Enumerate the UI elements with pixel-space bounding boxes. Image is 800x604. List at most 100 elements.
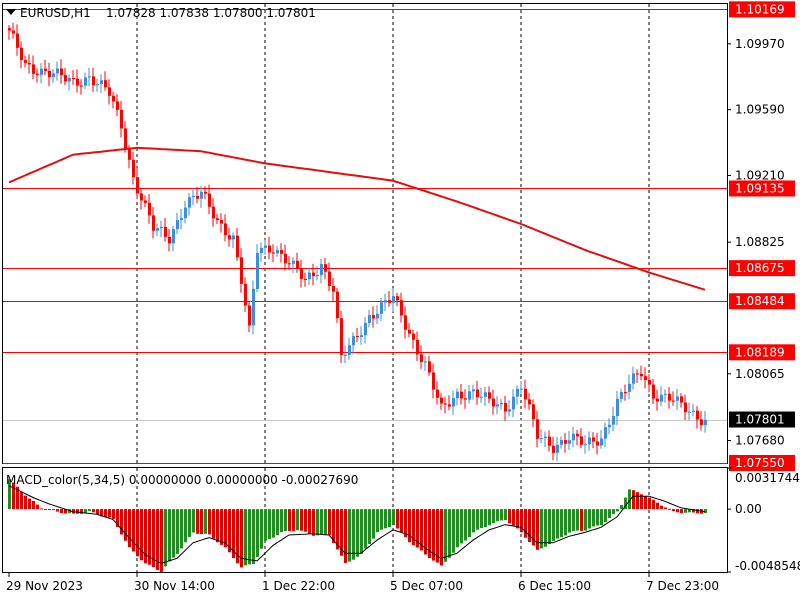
macd-bar [612, 509, 615, 515]
candle-body [164, 227, 167, 237]
collapse-triangle-icon[interactable] [6, 9, 16, 15]
candle-body [536, 419, 539, 439]
candle-body [664, 393, 667, 395]
macd-bar [660, 505, 663, 510]
macd-bar [448, 509, 451, 558]
candle-body [288, 263, 291, 265]
candle-body [188, 197, 191, 208]
time-grid [136, 4, 650, 572]
candle-body [76, 78, 79, 86]
candle-body [48, 70, 51, 78]
macd-bar [684, 509, 687, 513]
candle-body [20, 47, 23, 61]
macd-bar [152, 509, 155, 568]
macd-bar [444, 509, 447, 562]
macd-bar [492, 509, 495, 524]
macd-bar [472, 509, 475, 533]
macd-bar [28, 498, 31, 510]
level-tag-label: 1.08675 [735, 261, 785, 275]
candle-body [272, 252, 275, 254]
candle-body [224, 223, 227, 236]
macd-bar [388, 509, 391, 528]
macd-bar [624, 497, 627, 510]
macd-bar [304, 509, 307, 532]
macd-bar [8, 479, 11, 510]
candle-body [352, 336, 355, 346]
candle-body [556, 444, 559, 453]
level-tag [729, 1, 795, 18]
candle-body [512, 396, 515, 410]
level-tag-label: 1.08189 [735, 345, 785, 359]
candles [8, 22, 707, 462]
current-price-tag [729, 411, 795, 428]
candle-body [528, 399, 531, 405]
candle-body [160, 227, 163, 229]
macd-bar [404, 509, 407, 538]
candle-body [584, 444, 587, 446]
macd-bar [356, 509, 359, 557]
macd-bar [300, 509, 303, 531]
macd-bar [92, 509, 95, 513]
candle-body [580, 436, 583, 445]
candle-body [304, 278, 307, 280]
candle-body [520, 388, 523, 390]
macd-bar [172, 509, 175, 558]
macd-bar [364, 509, 367, 549]
candle-body [456, 391, 459, 399]
macd-bar [44, 509, 47, 511]
macd-bar [520, 509, 523, 533]
candle-body [32, 64, 35, 74]
candle-body [248, 305, 251, 326]
level-tag [729, 344, 795, 361]
candle-body [392, 296, 395, 303]
candle-body [464, 398, 467, 400]
symbol-label: EURUSD,H1 [20, 6, 91, 20]
macd-tick-label: 0.00 [735, 502, 762, 516]
current-price-label: 1.07801 [735, 413, 785, 427]
y-tick-label: 1.09970 [735, 37, 785, 51]
macd-bar [288, 509, 291, 531]
candle-body [508, 409, 511, 412]
macd-histogram [8, 479, 707, 572]
candle-body [72, 78, 75, 79]
macd-bar [332, 509, 335, 543]
candle-body [44, 68, 47, 71]
macd-bar [192, 509, 195, 533]
candle-body [132, 159, 135, 178]
candle-body [240, 257, 243, 284]
candle-body [636, 373, 639, 375]
candle-body [68, 78, 71, 82]
candle-body [340, 318, 343, 355]
candle-body [120, 109, 123, 129]
candle-body [420, 354, 423, 363]
y-tick-label: 1.08065 [735, 367, 785, 381]
price-axis: 1.09970 1.09590 1.09210 1.08825 1.08065 1.076… [727, 1, 795, 471]
candle-body [624, 392, 627, 393]
candle-body [216, 218, 219, 220]
macd-bar [596, 509, 599, 526]
candle-body [668, 393, 671, 401]
macd-bar [680, 509, 683, 514]
macd-bar [488, 509, 491, 526]
macd-bar [84, 509, 87, 513]
macd-tick-label: 0.0031744 [735, 471, 800, 485]
candle-body [308, 272, 311, 280]
candle-body [332, 286, 335, 292]
candle-body [676, 396, 679, 401]
candle-body [140, 193, 143, 201]
macd-bar [580, 509, 583, 531]
candle-body [28, 62, 31, 65]
macd-bar [572, 509, 575, 532]
candle-body [596, 441, 599, 446]
macd-bar [412, 509, 415, 546]
candle-body [484, 392, 487, 397]
candle-body [504, 402, 507, 412]
macd-bar [644, 496, 647, 510]
candle-body [324, 264, 327, 272]
macd-bar [80, 509, 83, 514]
candle-body [12, 30, 15, 34]
candle-body [564, 440, 567, 444]
macd-bar [676, 509, 679, 513]
signal-line [8, 485, 706, 565]
